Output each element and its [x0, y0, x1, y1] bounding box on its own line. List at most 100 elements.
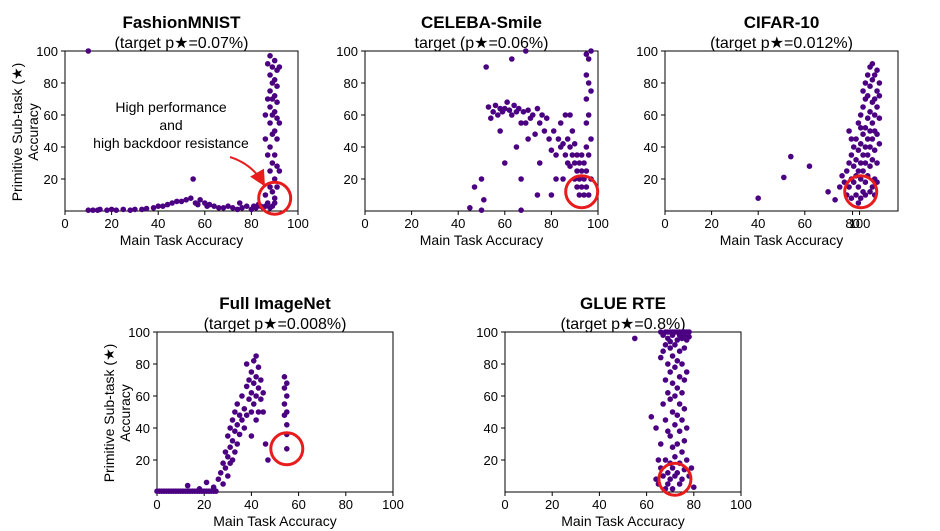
- data-point: [515, 105, 522, 112]
- x-tick-label: 20: [704, 216, 718, 231]
- highlight-circle: [564, 174, 600, 210]
- data-point: [485, 104, 492, 110]
- data-point: [864, 115, 871, 121]
- data-point: [576, 160, 583, 166]
- data-point: [869, 120, 876, 126]
- data-point: [160, 203, 166, 209]
- data-point: [874, 88, 880, 94]
- data-point: [667, 369, 673, 375]
- data-point: [210, 484, 217, 491]
- data-point: [876, 141, 883, 147]
- data-point: [234, 206, 241, 213]
- data-point: [196, 486, 203, 492]
- data-point: [253, 417, 259, 423]
- ylabel-row2-line2: Accuracy: [117, 384, 133, 442]
- data-point: [578, 152, 585, 158]
- ylabel-row1-line1: Primitive Sub-task (★): [9, 63, 25, 202]
- data-point: [241, 406, 248, 412]
- y-tick-label: 100: [36, 44, 58, 59]
- data-point: [497, 128, 503, 134]
- data-point: [686, 334, 692, 340]
- data-point: [864, 93, 871, 99]
- data-point: [269, 189, 276, 195]
- data-point: [681, 406, 688, 412]
- data-point: [669, 329, 676, 335]
- data-point: [846, 160, 852, 166]
- data-point: [574, 168, 580, 174]
- scatter-series: [154, 353, 290, 495]
- data-point: [274, 83, 280, 89]
- data-point: [860, 131, 866, 137]
- data-point: [567, 112, 573, 118]
- data-point: [478, 207, 485, 213]
- data-point: [513, 144, 520, 150]
- data-point: [550, 128, 557, 134]
- x-tick-label: 60: [798, 216, 812, 231]
- x-tick-label: 60: [198, 216, 212, 231]
- data-point: [113, 207, 120, 213]
- data-point: [222, 449, 229, 455]
- data-point: [546, 136, 552, 142]
- plot-frame: [364, 50, 599, 212]
- data-point: [571, 160, 578, 166]
- data-point: [534, 105, 541, 112]
- ylabel-row1-line2: Accuracy: [25, 103, 41, 161]
- data-point: [674, 470, 681, 476]
- data-point: [583, 144, 590, 150]
- data-point: [567, 163, 573, 169]
- data-point: [667, 433, 673, 439]
- data-point: [215, 476, 222, 483]
- data-point: [657, 354, 664, 361]
- plot-frame: [156, 331, 394, 493]
- x-tick-label: 0: [153, 497, 160, 512]
- data-point: [488, 115, 494, 121]
- data-point: [867, 109, 873, 115]
- data-point: [248, 369, 255, 375]
- data-point: [867, 189, 873, 195]
- data-point: [553, 152, 559, 158]
- data-point: [583, 184, 590, 190]
- data-point: [271, 176, 278, 182]
- data-point: [653, 476, 659, 483]
- data-point: [674, 412, 681, 419]
- data-point: [862, 125, 869, 131]
- data-point: [574, 184, 580, 190]
- data-point: [662, 342, 669, 348]
- data-point: [253, 374, 259, 380]
- chart-title: CIFAR-10: [744, 13, 820, 32]
- data-point: [274, 184, 280, 190]
- data-point: [583, 168, 590, 174]
- y-tick-label: 80: [484, 357, 498, 372]
- data-point: [264, 61, 271, 67]
- data-point: [672, 454, 678, 460]
- data-point: [667, 345, 673, 351]
- data-point: [850, 179, 857, 185]
- data-point: [90, 207, 96, 213]
- data-point: [585, 80, 592, 86]
- data-point: [220, 205, 227, 211]
- data-point: [662, 457, 669, 463]
- data-point: [522, 120, 529, 126]
- data-point: [234, 441, 241, 447]
- data-point: [836, 184, 843, 190]
- data-point: [674, 358, 681, 364]
- data-point: [525, 107, 531, 113]
- chart-title: FashionMNIST: [122, 13, 241, 32]
- data-point: [871, 147, 878, 153]
- data-point: [195, 201, 201, 208]
- data-point: [871, 96, 878, 102]
- data-point: [583, 51, 590, 57]
- scatter-series: [755, 61, 883, 206]
- data-point: [248, 409, 255, 415]
- data-point: [164, 201, 171, 208]
- x-tick-label: 100: [382, 497, 404, 512]
- data-point: [871, 112, 878, 118]
- data-point: [674, 337, 681, 343]
- data-point: [855, 147, 862, 153]
- data-point: [236, 412, 243, 419]
- data-point: [508, 112, 515, 118]
- data-point: [857, 195, 864, 201]
- data-point: [239, 393, 245, 399]
- data-point: [239, 205, 245, 211]
- data-point: [229, 205, 236, 211]
